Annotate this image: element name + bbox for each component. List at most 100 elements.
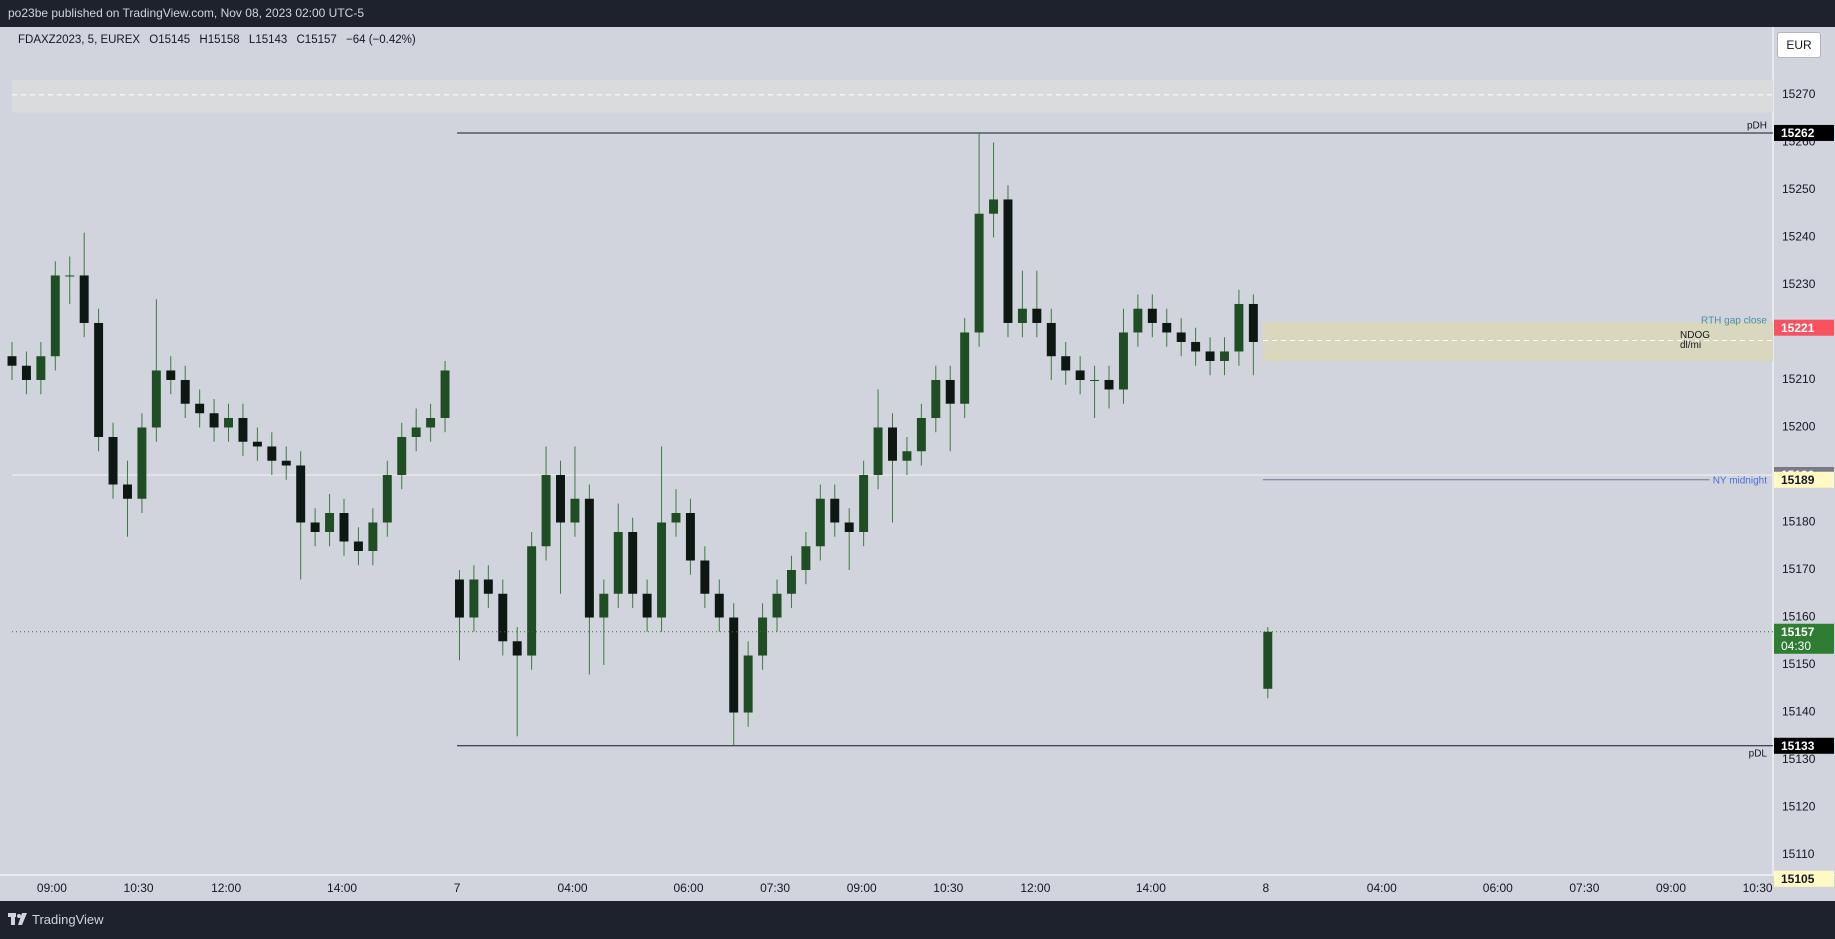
- candle-body: [7, 356, 17, 366]
- candle-body: [916, 417, 926, 452]
- price-badge: [1774, 319, 1834, 336]
- candle-body: [426, 417, 436, 428]
- candle-body: [1147, 308, 1157, 323]
- last-price-badge: [1774, 623, 1834, 654]
- y-tick-label: 15240: [1782, 230, 1816, 244]
- candle-body: [1234, 303, 1244, 352]
- y-tick-label: 15150: [1782, 657, 1816, 671]
- candle-body: [974, 213, 984, 333]
- candle-body: [772, 593, 782, 618]
- candle-body: [584, 498, 594, 618]
- price-zone: [12, 79, 1773, 113]
- candle-body: [454, 579, 464, 618]
- candle-body: [1205, 351, 1215, 361]
- candle-body: [1176, 332, 1186, 342]
- candle-body: [700, 560, 710, 594]
- currency-button[interactable]: EUR: [1777, 32, 1821, 58]
- x-tick-label: 09:00: [1656, 881, 1686, 895]
- candle-body: [79, 275, 89, 323]
- candle-body: [1162, 322, 1172, 333]
- candle-body: [267, 446, 277, 461]
- candle-body: [815, 498, 825, 547]
- candle-body: [310, 522, 320, 532]
- candle-body: [1133, 308, 1143, 333]
- x-tick-label: 10:30: [1743, 881, 1773, 895]
- chart: NDOGdl/mi1511015120151301514015150151601…: [0, 27, 1835, 901]
- y-tick-label: 15270: [1782, 87, 1816, 101]
- price-badge: [1774, 737, 1834, 754]
- symbol-legend: FDAXZ2023, 5, EUREX O15145 H15158 L15143…: [18, 34, 422, 46]
- candle-body: [1046, 322, 1056, 357]
- x-tick-label: 7: [454, 881, 461, 895]
- candle-body: [801, 546, 811, 571]
- y-tick-label: 15110: [1782, 847, 1815, 861]
- candle-body: [743, 655, 753, 713]
- level-name: RTH gap close: [1701, 315, 1767, 326]
- price-badge: [1774, 870, 1834, 887]
- x-tick-label: 8: [1263, 881, 1270, 895]
- footer-brand: TradingView: [32, 912, 104, 927]
- candle-body: [873, 427, 883, 475]
- countdown-label: 04:30: [1781, 639, 1811, 653]
- candle-body: [931, 379, 941, 418]
- candle-body: [65, 275, 75, 277]
- candle-body: [844, 522, 854, 532]
- candle-body: [166, 370, 176, 380]
- legend-value: C15157: [296, 34, 337, 46]
- x-tick-label: 07:30: [1569, 881, 1599, 895]
- candle-body: [21, 365, 31, 380]
- candle-body: [238, 417, 248, 442]
- candle-body: [1248, 303, 1258, 342]
- legend-value: O15145: [149, 34, 191, 46]
- candle-body: [180, 379, 190, 404]
- y-tick-label: 15200: [1782, 420, 1816, 434]
- candle-body: [729, 617, 739, 713]
- candle-body: [714, 593, 724, 618]
- candle-body: [1017, 308, 1027, 323]
- candle-body: [411, 427, 421, 437]
- candle-body: [325, 512, 335, 532]
- chart-background: [0, 27, 1835, 901]
- candle-body: [498, 593, 508, 642]
- candle-body: [758, 617, 768, 656]
- zone-label: dl/mi: [1680, 340, 1701, 351]
- candle-body: [989, 199, 999, 214]
- publisher-text: po23be published on TradingView.com, Nov…: [8, 6, 365, 20]
- candle-body: [1003, 199, 1013, 323]
- candle-body: [469, 579, 479, 618]
- x-tick-label: 10:30: [124, 881, 154, 895]
- y-tick-label: 15210: [1782, 372, 1816, 386]
- candle-body: [570, 498, 580, 523]
- candle-body: [527, 546, 537, 656]
- top-bar: po23be published on TradingView.com, Nov…: [0, 0, 1835, 27]
- candle-body: [195, 403, 205, 414]
- candle-body: [1032, 308, 1042, 323]
- candle-body: [902, 451, 912, 461]
- x-tick-label: 04:00: [558, 881, 588, 895]
- candle-body: [339, 512, 349, 542]
- candle-body: [642, 593, 652, 618]
- candle-body: [888, 427, 897, 461]
- y-tick-label: 15130: [1782, 752, 1816, 766]
- candle-body: [1061, 356, 1071, 371]
- y-tick-label: 15140: [1782, 705, 1816, 719]
- zone-label: NDOG: [1680, 330, 1710, 341]
- candle-body: [1104, 379, 1114, 390]
- candle-body: [123, 484, 132, 499]
- x-tick-label: 12:00: [1020, 881, 1050, 895]
- candle-body: [296, 465, 306, 523]
- y-tick-label: 15250: [1782, 182, 1816, 196]
- candle-body: [671, 512, 681, 523]
- candle-body: [50, 275, 60, 357]
- x-tick-label: 12:00: [211, 881, 241, 895]
- candle-body: [1090, 379, 1100, 381]
- candle-body: [440, 370, 450, 418]
- candle-body: [209, 413, 219, 428]
- candle-body: [685, 512, 695, 561]
- level-name: pDH: [1747, 121, 1767, 132]
- candle-body: [945, 379, 955, 404]
- candle-body: [281, 460, 291, 466]
- y-tick-label: 15230: [1782, 277, 1816, 291]
- price-badge-label: 15189: [1781, 473, 1815, 487]
- candle-body: [960, 332, 970, 404]
